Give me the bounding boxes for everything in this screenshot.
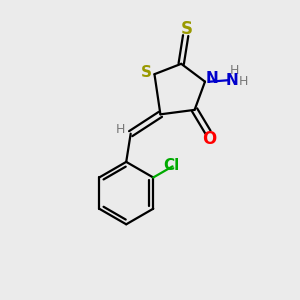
Text: O: O	[202, 130, 217, 148]
Text: N: N	[205, 70, 218, 86]
Text: H: H	[230, 64, 239, 77]
Text: S: S	[181, 20, 193, 38]
Text: S: S	[141, 65, 152, 80]
Text: H: H	[238, 75, 248, 88]
Text: N: N	[225, 73, 238, 88]
Text: H: H	[116, 123, 125, 136]
Text: Cl: Cl	[163, 158, 179, 173]
